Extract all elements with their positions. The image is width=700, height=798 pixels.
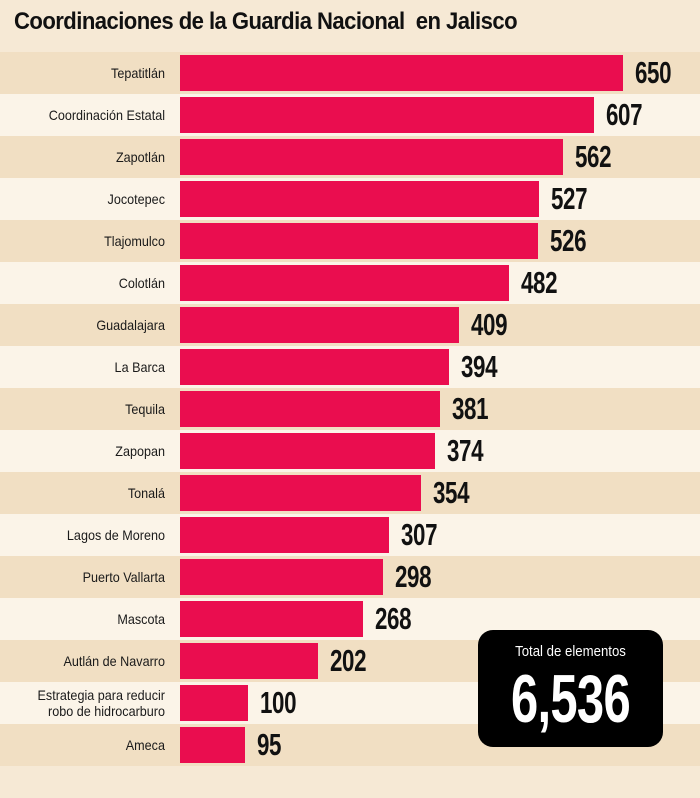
bar [180, 55, 623, 91]
value-label: 307 [401, 517, 438, 552]
category-label: La Barca [114, 359, 165, 375]
bar [180, 601, 363, 637]
category-label: Tonalá [127, 485, 165, 501]
bar [180, 475, 422, 511]
chart-row: Puerto Vallarta 298 [0, 556, 700, 598]
chart-row: Zapopan 374 [0, 430, 700, 472]
category-label: Lagos de Moreno [66, 527, 165, 543]
value-label: 95 [256, 727, 281, 762]
category-label: Mascota [117, 611, 165, 627]
category-label: Autlán de Navarro [63, 653, 165, 669]
chart-row: Colotlán 482 [0, 262, 700, 304]
category-label: Puerto Vallarta [82, 569, 165, 585]
value-label: 268 [374, 601, 412, 636]
bar [180, 223, 539, 259]
bar [180, 349, 449, 385]
value-label: 381 [451, 391, 489, 426]
category-label: Tepatitlán [111, 65, 165, 81]
bar [180, 685, 249, 721]
category-label: Estrategia para reducir robo de hidrocar… [37, 687, 165, 719]
chart-row: Tepatitlán 650 [0, 52, 700, 94]
chart-row: Jocotepec 527 [0, 178, 700, 220]
chart-row: Tequila 381 [0, 388, 700, 430]
category-label: Ameca [125, 737, 165, 753]
chart-row: Guadalajara 409 [0, 304, 700, 346]
value-label: 298 [395, 559, 432, 594]
category-label: Guadalajara [96, 317, 165, 333]
bar [180, 559, 384, 595]
bar-chart: Tepatitlán 650 Coordinación Estatal 607 Zapo… [0, 52, 700, 766]
value-label: 650 [635, 55, 672, 90]
bar [180, 139, 564, 175]
bar [180, 265, 509, 301]
bar [180, 97, 594, 133]
total-value: 6,536 [511, 661, 631, 737]
chart-row: Coordinación Estatal 607 [0, 94, 700, 136]
bar [180, 181, 540, 217]
chart-title: Coordinaciones de la Guardia Nacional en… [14, 8, 518, 35]
category-label: Zapopan [115, 443, 165, 459]
bar [180, 307, 459, 343]
chart-row: Tonalá 354 [0, 472, 700, 514]
value-label: 527 [551, 181, 588, 216]
category-label: Tlajomulco [104, 233, 165, 249]
value-label: 374 [446, 433, 484, 468]
value-label: 409 [470, 307, 508, 342]
value-label: 607 [605, 97, 643, 132]
value-label: 394 [460, 349, 498, 384]
category-label: Jocotepec [107, 191, 165, 207]
bar [180, 517, 390, 553]
bar [180, 643, 318, 679]
total-box: Total de elementos 6,536 [478, 630, 663, 747]
category-label: Colotlán [118, 275, 165, 291]
chart-row: Zapotlán 562 [0, 136, 700, 178]
value-label: 202 [329, 643, 367, 678]
value-label: 354 [433, 475, 470, 510]
chart-row: Mascota 268 [0, 598, 700, 640]
bar [180, 391, 440, 427]
total-label: Total de elementos [515, 643, 626, 660]
chart-row: Lagos de Moreno 307 [0, 514, 700, 556]
category-label: Zapotlán [115, 149, 165, 165]
category-label: Coordinación Estatal [48, 107, 166, 123]
value-label: 482 [520, 265, 558, 300]
chart-row: La Barca 394 [0, 346, 700, 388]
value-label: 526 [550, 223, 587, 258]
value-label: 100 [260, 685, 297, 720]
bar [180, 433, 435, 469]
category-label: Tequila [125, 401, 165, 417]
bar [180, 727, 245, 763]
chart-row: Tlajomulco 526 [0, 220, 700, 262]
value-label: 562 [575, 139, 612, 174]
